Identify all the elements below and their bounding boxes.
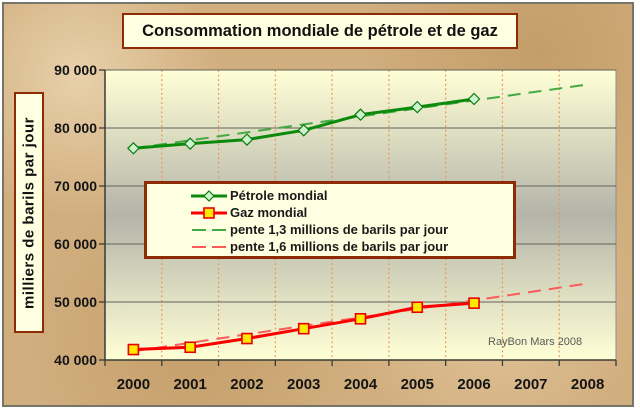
x-tick-label: 2006 (457, 376, 490, 393)
square-marker (468, 297, 480, 309)
diamond-marker (127, 141, 140, 155)
legend-item-pente-16: pente 1,6 millions de barils par jour (191, 238, 513, 255)
square-marker (127, 343, 140, 356)
legend: Pétrole mondial Gaz mondial pente 1,3 mi… (144, 181, 516, 259)
x-tick-label: 2005 (401, 376, 434, 393)
x-tick-label: 2003 (287, 376, 320, 393)
y-axis-title-box: milliers de barils par jour (14, 92, 44, 333)
legend-square-marker (203, 206, 215, 219)
square-marker (184, 341, 196, 354)
x-tick-label: 2002 (230, 376, 263, 393)
legend-label-pente-16: pente 1,6 millions de barils par jour (230, 239, 449, 254)
legend-sample-gaz-line-icon (191, 206, 227, 219)
legend-sample-pente-13-dash-icon (192, 228, 226, 231)
y-tick-label: 40 000 (54, 352, 97, 368)
y-axis-title: milliers de barils par jour (20, 116, 38, 309)
diamond-marker (410, 100, 424, 114)
y-tick-label: 60 000 (54, 236, 97, 252)
x-tick-label: 2004 (344, 376, 378, 393)
y-tick-label: 50 000 (54, 294, 97, 310)
chart-title: Consommation mondiale de pétrole et de g… (142, 21, 498, 40)
square-marker (354, 313, 367, 325)
diamond-marker (183, 137, 197, 151)
legend-label-gaz: Gaz mondial (230, 205, 308, 220)
x-tick-label: 2000 (117, 376, 150, 393)
watermark-text: RayBon Mars 2008 (488, 336, 583, 348)
square-marker (241, 332, 253, 345)
y-tick-label: 80 000 (54, 120, 97, 136)
y-tick-label: 90 000 (54, 62, 97, 78)
x-tick-label: 2008 (571, 376, 604, 393)
diamond-marker (354, 108, 367, 122)
legend-diamond-marker (203, 189, 215, 202)
trend-line (133, 83, 588, 150)
x-tick-label: 2001 (173, 376, 206, 393)
legend-label-petrole: Pétrole mondial (230, 188, 328, 203)
y-tick-label: 70 000 (54, 178, 97, 194)
diamond-marker (240, 133, 254, 146)
square-marker (297, 322, 310, 335)
square-marker (411, 301, 424, 314)
x-tick-label: 2007 (514, 376, 547, 393)
diamond-marker (467, 92, 481, 106)
legend-sample-petrole-line-icon (191, 189, 227, 202)
chart-title-box: Consommation mondiale de pétrole et de g… (122, 13, 518, 49)
legend-sample-pente-16-dash-icon (192, 245, 226, 248)
trend-line (133, 282, 588, 353)
diamond-marker (297, 123, 311, 137)
legend-label-pente-13: pente 1,3 millions de barils par jour (230, 222, 449, 237)
legend-item-gaz: Gaz mondial (191, 204, 513, 221)
legend-item-petrole: Pétrole mondial (191, 187, 513, 204)
legend-item-pente-13: pente 1,3 millions de barils par jour (191, 221, 513, 238)
